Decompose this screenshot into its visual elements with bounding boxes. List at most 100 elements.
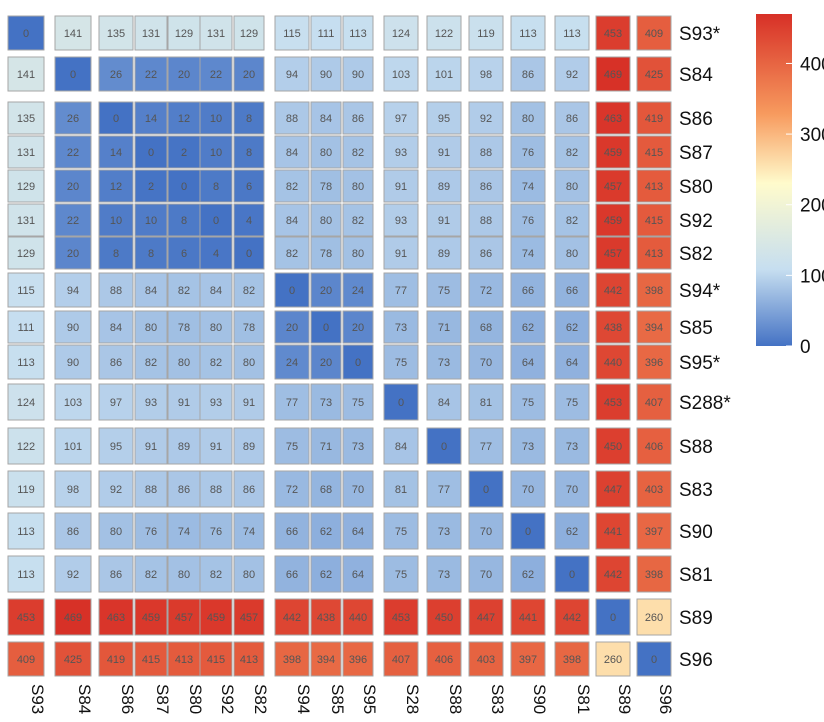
heatmap-cell: 86: [54, 512, 92, 550]
heatmap-cell-rect: [636, 383, 672, 421]
heatmap-cell: 94: [274, 56, 310, 92]
heatmap-cell-value: 409: [645, 28, 663, 40]
heatmap-cell-value: 75: [352, 397, 364, 409]
heatmap-cell: 10: [98, 203, 134, 237]
heatmap-cell-value: 22: [145, 69, 157, 81]
heatmap-cell-rect: [134, 203, 168, 237]
heatmap-cell-value: 76: [145, 526, 157, 538]
heatmap-cell-rect: [510, 169, 546, 203]
heatmap-cell-value: 0: [569, 569, 575, 581]
heatmap-cell-rect: [134, 101, 168, 135]
heatmap-cell-rect: [199, 236, 233, 270]
heatmap-cell-value: 68: [320, 484, 332, 496]
heatmap-cell-rect: [383, 203, 419, 237]
heatmap-cell-value: 97: [110, 397, 122, 409]
heatmap-cell: 8: [233, 135, 265, 169]
heatmap-cell-value: 84: [286, 215, 298, 227]
heatmap-cell-value: 84: [110, 322, 122, 334]
heatmap-cell-rect: [342, 169, 374, 203]
heatmap-cell-rect: [554, 101, 590, 135]
heatmap-cell: 93: [134, 383, 168, 421]
heatmap-cell-rect: [199, 101, 233, 135]
heatmap-cell-rect: [274, 203, 310, 237]
heatmap-cell: 135: [7, 101, 45, 135]
heatmap-cell: 82: [274, 236, 310, 270]
heatmap-cell-rect: [468, 236, 504, 270]
row-label: S83: [679, 480, 713, 501]
heatmap-cell-value: 0: [525, 526, 531, 538]
heatmap-cell-value: 8: [181, 215, 187, 227]
heatmap-cell: 82: [554, 135, 590, 169]
heatmap-cell: 457: [595, 169, 631, 203]
heatmap-cell-value: 82: [145, 357, 157, 369]
heatmap-cell-rect: [167, 236, 201, 270]
heatmap-cell-rect: [310, 641, 342, 677]
heatmap-cell-rect: [98, 272, 134, 308]
heatmap-cell-value: 459: [604, 147, 622, 159]
heatmap-cell-value: 0: [441, 441, 447, 453]
heatmap-cell-value: 78: [178, 322, 190, 334]
column-label: S88: [446, 684, 465, 714]
heatmap-cell: 86: [510, 56, 546, 92]
heatmap-cell-rect: [274, 135, 310, 169]
heatmap-cell-rect: [636, 203, 672, 237]
heatmap-cell: 97: [383, 101, 419, 135]
heatmap-cell: 98: [54, 470, 92, 508]
heatmap-cell-rect: [426, 15, 462, 51]
heatmap-cell: 407: [636, 383, 672, 421]
heatmap-cell: 80: [510, 101, 546, 135]
heatmap-cell-value: 103: [392, 69, 410, 81]
heatmap-cell-rect: [134, 272, 168, 308]
heatmap-cell-value: 66: [286, 569, 298, 581]
heatmap-cell: 70: [468, 512, 504, 550]
heatmap-cell-value: 89: [438, 181, 450, 193]
heatmap-cell: 419: [98, 641, 134, 677]
heatmap-cell-rect: [310, 203, 342, 237]
heatmap-cell-rect: [383, 470, 419, 508]
heatmap-cell-value: 457: [175, 612, 193, 624]
heatmap-cell: 92: [468, 101, 504, 135]
heatmap-cell-rect: [554, 203, 590, 237]
heatmap-cell-value: 86: [243, 484, 255, 496]
row-label: S85: [679, 318, 713, 339]
heatmap-cell: 78: [233, 310, 265, 344]
heatmap-cell-value: 86: [178, 484, 190, 496]
heatmap-cell-rect: [274, 236, 310, 270]
heatmap-cell-rect: [468, 344, 504, 380]
heatmap-cell-value: 450: [604, 441, 622, 453]
heatmap-cell-rect: [310, 383, 342, 421]
heatmap-cell-rect: [554, 310, 590, 344]
heatmap-cell-value: 397: [519, 654, 537, 666]
heatmap-cell: 92: [554, 56, 590, 92]
heatmap-cell-rect: [383, 15, 419, 51]
heatmap-cell-rect: [233, 135, 265, 169]
heatmap-cell: 81: [468, 383, 504, 421]
heatmap-cell-value: 8: [246, 147, 252, 159]
heatmap-cell-value: 415: [645, 215, 663, 227]
heatmap-cell: 6: [233, 169, 265, 203]
heatmap-cell-rect: [7, 383, 45, 421]
heatmap-cell-value: 84: [145, 285, 157, 297]
heatmap-cell: 406: [636, 427, 672, 465]
heatmap-cell: 111: [7, 310, 45, 344]
heatmap-cell: 66: [554, 272, 590, 308]
heatmap-cell: 413: [636, 236, 672, 270]
heatmap-cell-value: 75: [286, 441, 298, 453]
heatmap-cell-value: 80: [352, 248, 364, 260]
column-label: S93: [28, 684, 47, 714]
heatmap-cell: 0: [167, 169, 201, 203]
heatmap-cell-rect: [383, 101, 419, 135]
heatmap-cell: 62: [554, 310, 590, 344]
heatmap-cell: 76: [510, 135, 546, 169]
heatmap-cell: 12: [98, 169, 134, 203]
heatmap-cell-rect: [342, 236, 374, 270]
heatmap-cell-value: 90: [67, 357, 79, 369]
heatmap-cell: 80: [233, 555, 265, 593]
heatmap-cell-rect: [426, 641, 462, 677]
heatmap-cell-value: 86: [67, 526, 79, 538]
heatmap-cell-rect: [595, 135, 631, 169]
heatmap-cell-rect: [636, 169, 672, 203]
heatmap-cell: 14: [98, 135, 134, 169]
heatmap-cell: 93: [383, 203, 419, 237]
heatmap-cell: 77: [274, 383, 310, 421]
